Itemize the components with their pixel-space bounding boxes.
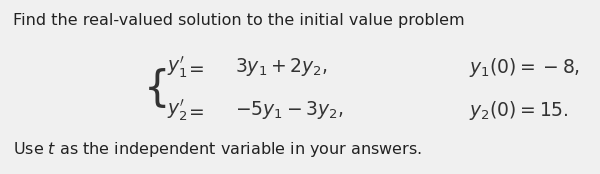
Text: $-5y_1 - 3y_2,$: $-5y_1 - 3y_2,$ [235, 99, 344, 121]
Text: Find the real-valued solution to the initial value problem: Find the real-valued solution to the ini… [13, 13, 464, 28]
Text: $\left\{\ \right.$: $\left\{\ \right.$ [143, 66, 167, 110]
Text: $=$: $=$ [185, 101, 205, 120]
Text: $y_1(0) = -8,$: $y_1(0) = -8,$ [469, 56, 580, 79]
Text: $y_2'$: $y_2'$ [167, 97, 187, 123]
Text: $y_2(0) = 15.$: $y_2(0) = 15.$ [469, 99, 568, 122]
Text: $y_1'$: $y_1'$ [167, 55, 187, 80]
Text: $3y_1 + 2y_2,$: $3y_1 + 2y_2,$ [235, 56, 328, 78]
Text: Use $t$ as the independent variable in your answers.: Use $t$ as the independent variable in y… [13, 140, 422, 159]
Text: $=$: $=$ [185, 58, 205, 77]
